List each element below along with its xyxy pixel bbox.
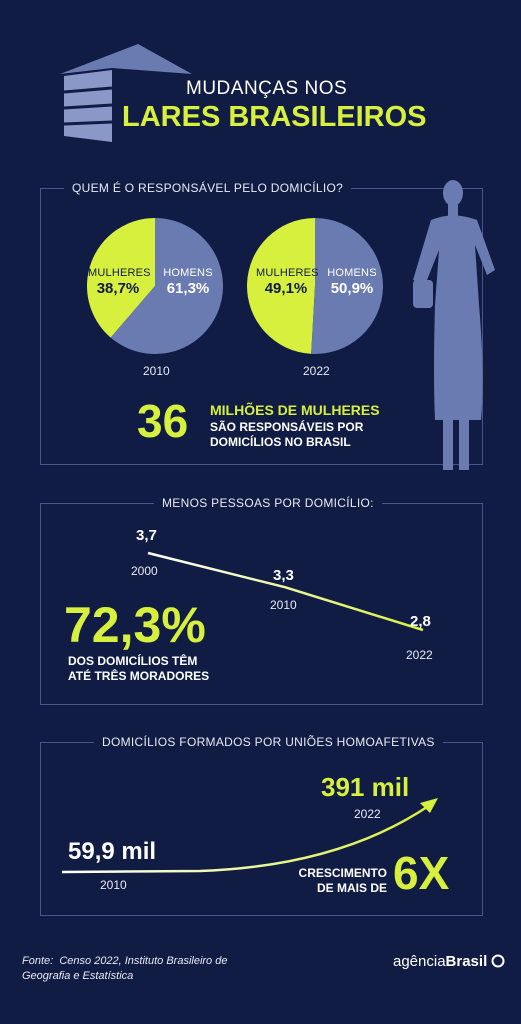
section-3-title: DOMICÍLIOS FORMADOS POR UNIÕES HOMOAFETI… (94, 735, 443, 749)
pie-2010-men-label: HOMENS 61,3% (163, 267, 213, 297)
point-label-2010: 3,3 (273, 567, 294, 584)
pie-2022-slice-homens (311, 218, 383, 354)
title-line-1: MUDANÇAS NOS (186, 78, 348, 99)
growth-value: 6X (393, 847, 450, 899)
section-2-title: MENOS PESSOAS POR DOMICÍLIO: (154, 496, 382, 510)
pie-chart-2022 (246, 218, 383, 354)
pie-2010-year: 2010 (143, 364, 170, 378)
pie-2022-women-label: MULHERES 49,1% (256, 267, 319, 297)
pie-chart-2010 (86, 218, 223, 354)
section-1-title: QUEM É O RESPONSÁVEL PELO DOMICÍLIO? (64, 181, 352, 195)
x-label-2022: 2022 (406, 648, 433, 662)
section-2-highlight-text: DOS DOMICÍLIOS TÊM ATÉ TRÊS MORADORES (68, 654, 210, 683)
x-label-2010-b: 2010 (100, 878, 127, 892)
x-label-2022-b: 2022 (354, 807, 381, 821)
pie-2022-men-label: HOMENS 50,9% (327, 267, 377, 297)
x-label-2010: 2010 (270, 598, 297, 612)
house-icon (60, 44, 192, 142)
section-1-highlight-number: 36 (137, 395, 189, 447)
woman-silhouette-icon (413, 180, 495, 470)
pie-2022-year: 2022 (303, 364, 330, 378)
pie-2022-slice-mulheres (246, 218, 315, 354)
pie-2010-slice-homens (110, 218, 223, 354)
point-label-391mil: 391 mil (321, 772, 410, 802)
point-label-59mil: 59,9 mil (68, 838, 157, 865)
point-label-2022: 2,8 (410, 613, 431, 630)
growth-text: CRESCIMENTO DE MAIS DE (298, 866, 387, 895)
source-note: Fonte: Censo 2022, Instituto Brasileiro … (22, 955, 228, 983)
pie-2010-slice-mulheres (86, 218, 155, 338)
title-line-2: LARES BRASILEIROS (122, 101, 427, 133)
point-label-2000: 3,7 (136, 527, 157, 544)
section-2-highlight-number: 72,3% (64, 597, 206, 653)
pie-2010-women-label: MULHERES 38,7% (88, 267, 151, 297)
brand-circle-icon (491, 954, 505, 968)
x-label-2000: 2000 (131, 564, 158, 578)
brand-logo: agênciaBrasil (393, 953, 505, 970)
section-1-highlight-text: MILHÕES DE MULHERES SÃO RESPONSÁVEIS POR… (210, 402, 380, 449)
